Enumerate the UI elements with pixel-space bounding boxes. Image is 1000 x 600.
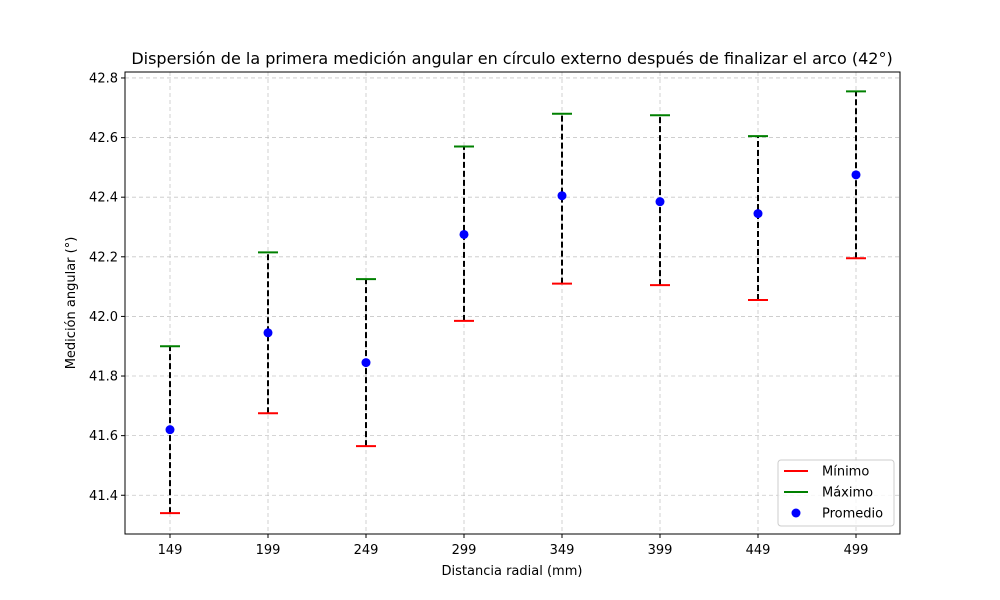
x-axis-label: Distancia radial (mm) xyxy=(442,564,583,579)
x-tick-label: 249 xyxy=(354,543,379,558)
y-tick-label: 41.6 xyxy=(89,429,118,444)
x-tick-label: 199 xyxy=(256,543,281,558)
y-tick-label: 42.4 xyxy=(89,191,118,206)
y-axis-label: Medición angular (°) xyxy=(64,237,79,370)
average-point xyxy=(655,197,665,207)
average-point xyxy=(361,358,371,368)
chart-title: Dispersión de la primera medición angula… xyxy=(131,49,892,68)
y-tick-label: 41.4 xyxy=(89,489,118,504)
legend: Mínimo Máximo Promedio xyxy=(777,459,895,527)
legend-marker xyxy=(791,508,801,518)
x-tick-label: 399 xyxy=(648,543,673,558)
plot-frame xyxy=(124,71,901,535)
average-point xyxy=(263,328,273,338)
legend-label: Máximo xyxy=(822,486,873,501)
y-tick-label: 42.6 xyxy=(89,131,118,146)
average-point xyxy=(557,191,567,201)
y-tick-label: 42.8 xyxy=(89,71,118,86)
average-point xyxy=(851,170,861,180)
average-point xyxy=(165,425,175,435)
legend-label: Mínimo xyxy=(822,465,869,480)
x-tick-label: 499 xyxy=(844,543,869,558)
x-tick-label: 449 xyxy=(746,543,771,558)
y-tick-label: 41.8 xyxy=(89,370,118,385)
axis-ticks: 149 199 249 299 349 399 449 499 41.4 41.6 41.8 42.0… xyxy=(89,71,868,558)
plot-data xyxy=(160,90,866,515)
average-point xyxy=(459,229,469,239)
x-tick-label: 149 xyxy=(158,543,183,558)
y-tick-label: 42.2 xyxy=(89,250,118,265)
x-tick-label: 299 xyxy=(452,543,477,558)
legend-label: Promedio xyxy=(822,507,883,522)
y-tick-label: 42.0 xyxy=(89,310,118,325)
x-tick-label: 349 xyxy=(550,543,575,558)
legend-box xyxy=(777,459,895,527)
average-point xyxy=(753,209,763,219)
